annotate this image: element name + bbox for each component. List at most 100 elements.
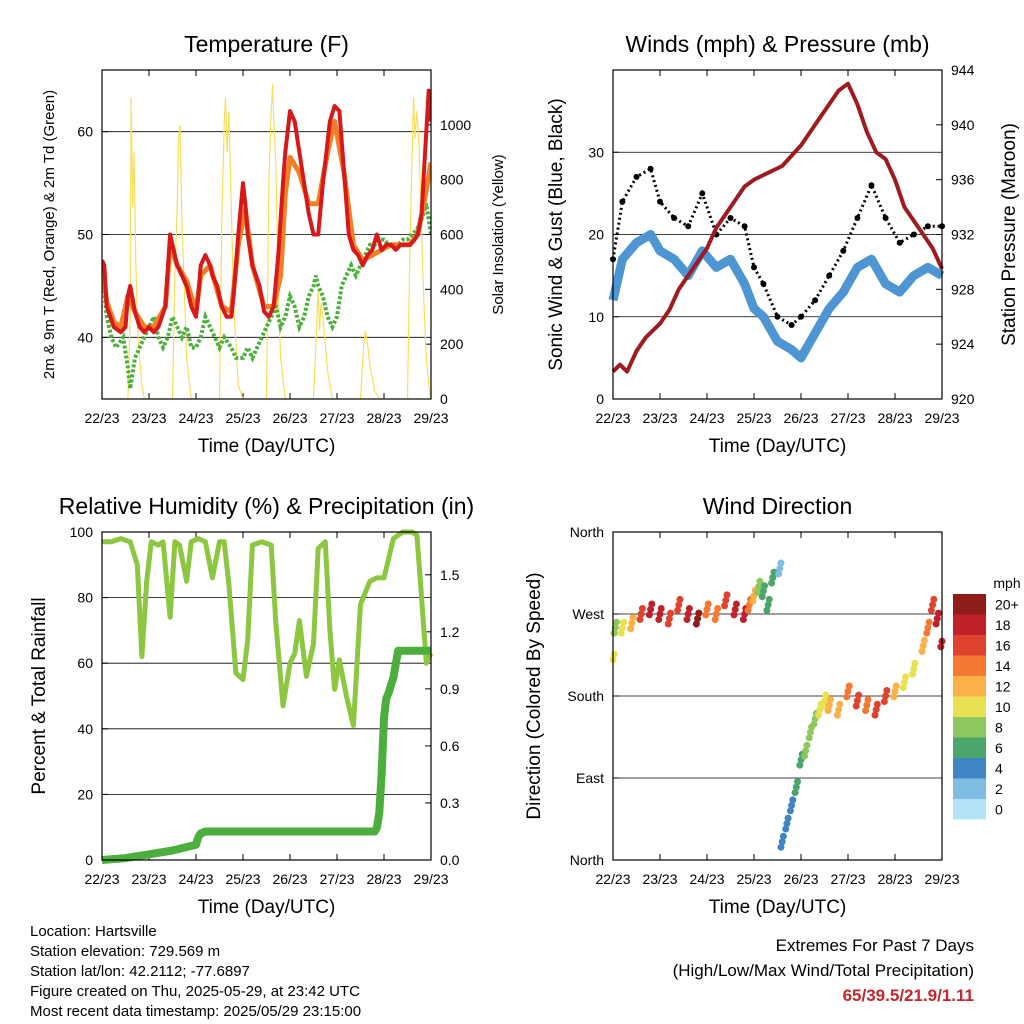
wind-xtick-2: 24/23 bbox=[689, 410, 724, 426]
direction-point-32-2 bbox=[822, 691, 830, 699]
direction-point-6-0 bbox=[655, 616, 663, 623]
direction-point-8-1 bbox=[675, 601, 683, 609]
wdir-title: Wind Direction bbox=[703, 493, 853, 519]
wind-direction-chart: Wind Direction 22/23 23/23 24/23 25/23 26/23 2… bbox=[524, 493, 960, 918]
direction-point-23-0 bbox=[777, 843, 785, 851]
rh-xtick-3: 25/23 bbox=[225, 871, 260, 887]
wind-xlabel: Time (Day/UTC) bbox=[709, 436, 847, 457]
wdir-xtick-7: 29/23 bbox=[924, 871, 959, 887]
direction-point-13-2 bbox=[723, 591, 731, 599]
direction-point-22-1 bbox=[776, 564, 784, 572]
direction-point-5-2 bbox=[648, 600, 656, 608]
direction-point-32-0 bbox=[819, 702, 827, 710]
direction-point-36-0 bbox=[852, 702, 860, 710]
temp-ylabel: 2m & 9m T (Red, Orange) & 2m Td (Green) bbox=[41, 90, 58, 379]
rh-ytick-right-1: 0.3 bbox=[440, 795, 460, 811]
direction-point-3-0 bbox=[627, 625, 635, 633]
direction-point-40-1 bbox=[891, 687, 899, 695]
colorbar-unit-label: mph bbox=[993, 575, 1020, 591]
wind-xtick-1: 23/23 bbox=[642, 410, 677, 426]
direction-point-19-0 bbox=[758, 593, 766, 601]
wind-ytick-3: 30 bbox=[588, 144, 604, 160]
wdir-xtick-6: 28/23 bbox=[877, 871, 912, 887]
direction-point-26-0 bbox=[791, 789, 799, 797]
colorbar-label-9: 2 bbox=[995, 781, 1003, 797]
direction-point-33-2 bbox=[826, 696, 834, 704]
colorbar-swatch-5 bbox=[953, 696, 986, 717]
direction-point-43-1 bbox=[919, 642, 927, 650]
direction-point-25-1 bbox=[788, 801, 796, 809]
temp-ytick-right-1: 200 bbox=[440, 336, 464, 352]
direction-point-43-0 bbox=[918, 647, 926, 655]
rh-xlabel: Time (Day/UTC) bbox=[198, 897, 336, 918]
temp-series-group bbox=[102, 83, 431, 399]
direction-point-20-1 bbox=[764, 601, 772, 609]
direction-point-13-1 bbox=[722, 596, 730, 604]
direction-point-14-1 bbox=[731, 605, 739, 613]
dewpoint-2m-line bbox=[102, 203, 431, 390]
direction-point-29-0 bbox=[805, 734, 813, 742]
direction-point-44-1 bbox=[924, 624, 932, 632]
direction-point-12-0 bbox=[711, 616, 719, 623]
wind-xtick-3: 25/23 bbox=[736, 410, 771, 426]
direction-point-7-2 bbox=[667, 609, 675, 617]
temp-ytick-right-2: 400 bbox=[440, 281, 464, 297]
timestamp-text: Most recent data timestamp: 2025/05/29 2… bbox=[30, 1003, 362, 1020]
solar-insolation-line bbox=[102, 83, 431, 399]
colorbar-label-4: 12 bbox=[995, 678, 1011, 694]
wdir-xtick-5: 27/23 bbox=[830, 871, 865, 887]
wdir-ytick-2: South bbox=[567, 688, 604, 704]
direction-point-11-2 bbox=[704, 600, 712, 608]
temp-ytick-right-3: 600 bbox=[440, 227, 464, 243]
temp-ytick-1: 50 bbox=[77, 227, 93, 243]
wdir-xtick-3: 25/23 bbox=[736, 871, 771, 887]
wind-ytick-right-4: 936 bbox=[951, 172, 975, 188]
direction-point-4-1 bbox=[637, 610, 645, 618]
wdir-ytick-3: West bbox=[572, 606, 604, 622]
direction-point-3-1 bbox=[628, 619, 636, 627]
direction-point-19-2 bbox=[761, 582, 769, 590]
wind-xtick-4: 26/23 bbox=[783, 410, 818, 426]
wind-xtick-6: 28/23 bbox=[877, 410, 912, 426]
direction-point-46-0 bbox=[932, 620, 940, 628]
direction-point-7-0 bbox=[664, 620, 672, 628]
speed-colorbar: mph 20+ 18 16 14 12 10 8 6 4 2 0 bbox=[953, 575, 1021, 820]
rh-ytick-3: 60 bbox=[77, 655, 93, 671]
winds-pressure-chart: Winds (mph) & Pressure (mb) 22/23 23/23 24/… bbox=[546, 31, 1020, 457]
elevation-text: Station elevation: 729.569 m bbox=[30, 943, 221, 960]
direction-point-2-2 bbox=[620, 618, 628, 626]
direction-point-25-2 bbox=[789, 796, 797, 804]
wdir-xlabel: Time (Day/UTC) bbox=[709, 897, 847, 918]
wind-ytick-0: 0 bbox=[596, 391, 604, 407]
wind-plot-border bbox=[612, 69, 943, 400]
colorbar-swatch-3 bbox=[953, 655, 986, 676]
colorbar-label-8: 4 bbox=[995, 760, 1003, 776]
temp-xtick-1: 23/23 bbox=[131, 410, 166, 426]
direction-point-18-2 bbox=[756, 577, 764, 585]
rh-xtick-6: 28/23 bbox=[366, 871, 401, 887]
direction-point-9-1 bbox=[684, 610, 692, 618]
temp-xtick-0: 22/23 bbox=[84, 410, 119, 426]
temp-xtick-4: 26/23 bbox=[272, 410, 307, 426]
colorbar-label-7: 6 bbox=[995, 740, 1003, 756]
direction-point-35-1 bbox=[844, 687, 852, 695]
colorbar-swatch-0 bbox=[953, 594, 986, 615]
rh-ylabel: Percent & Total Rainfall bbox=[29, 597, 50, 794]
direction-point-19-1 bbox=[759, 587, 767, 595]
direction-point-8-2 bbox=[676, 595, 684, 603]
wind-xtick-7: 29/23 bbox=[924, 410, 959, 426]
created-text: Figure created on Thu, 2025-05-29, at 23… bbox=[30, 983, 360, 1000]
direction-point-39-2 bbox=[883, 687, 891, 694]
extremes-values: 65/39.5/21.9/1.11 bbox=[842, 986, 974, 1005]
direction-point-10-1 bbox=[694, 615, 702, 623]
direction-point-39-1 bbox=[882, 692, 890, 700]
wind-ytick-right-2: 928 bbox=[951, 281, 975, 297]
wdir-xtick-1: 23/23 bbox=[642, 871, 677, 887]
direction-point-21-1 bbox=[769, 574, 777, 582]
direction-point-26-1 bbox=[792, 783, 800, 791]
direction-point-34-2 bbox=[836, 700, 844, 708]
direction-point-1-1 bbox=[611, 624, 619, 632]
direction-point-24-1 bbox=[783, 820, 791, 828]
temp-xtick-3: 25/23 bbox=[225, 410, 260, 426]
